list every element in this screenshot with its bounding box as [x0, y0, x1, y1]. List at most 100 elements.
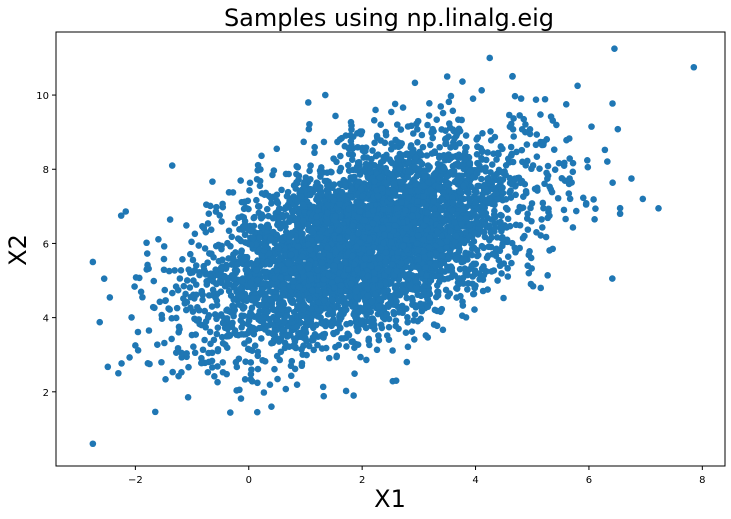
scatter-point — [278, 305, 285, 313]
scatter-point — [338, 134, 346, 142]
scatter-point — [389, 187, 397, 194]
scatter-point — [213, 315, 220, 323]
scatter-point — [491, 224, 499, 232]
scatter-point — [265, 250, 273, 257]
scatter-point — [387, 194, 394, 202]
scatter-point — [293, 381, 301, 389]
scatter-point — [391, 100, 399, 108]
scatter-point — [540, 204, 547, 212]
scatter-point — [118, 360, 125, 367]
scatter-point — [298, 253, 306, 261]
scatter-point — [337, 263, 344, 270]
scatter-point — [536, 165, 543, 172]
scatter-point — [298, 346, 305, 353]
scatter-point — [287, 372, 295, 380]
scatter-point — [491, 219, 498, 227]
scatter-point — [247, 241, 255, 249]
scatter-point — [456, 127, 464, 135]
scatter-point — [478, 148, 486, 156]
scatter-point — [561, 177, 569, 184]
scatter-point — [449, 153, 457, 161]
scatter-point — [295, 209, 302, 216]
scatter-point — [306, 246, 314, 254]
scatter-point — [532, 141, 540, 149]
scatter-point — [353, 166, 361, 174]
scatter-point — [473, 136, 480, 143]
scatter-point — [203, 277, 210, 285]
scatter-point — [187, 293, 195, 301]
scatter-point — [239, 305, 247, 312]
scatter-point — [458, 116, 465, 124]
scatter-point — [162, 297, 169, 304]
scatter-point — [404, 314, 411, 321]
scatter-point — [504, 273, 512, 280]
scatter-point — [158, 358, 165, 366]
scatter-point — [381, 272, 388, 279]
scatter-point — [451, 135, 458, 142]
scatter-point — [187, 250, 194, 258]
scatter-point — [498, 168, 505, 176]
scatter-point — [490, 150, 497, 157]
scatter-point — [195, 242, 203, 249]
scatter-point — [258, 152, 265, 160]
scatter-point — [450, 127, 458, 135]
scatter-point — [488, 161, 496, 168]
scatter-point — [317, 244, 324, 251]
scatter-point — [517, 204, 525, 212]
scatter-point — [354, 143, 361, 151]
scatter-point — [261, 326, 269, 333]
scatter-point — [405, 194, 413, 202]
scatter-point — [345, 242, 353, 249]
scatter-point — [455, 248, 463, 255]
scatter-point — [214, 324, 222, 331]
scatter-point — [287, 362, 295, 370]
scatter-point — [260, 280, 267, 287]
chart-title: Samples using np.linalg.eig — [224, 4, 554, 32]
scatter-point — [261, 296, 268, 303]
scatter-point — [554, 194, 562, 202]
scatter-point — [420, 287, 427, 295]
scatter-point — [302, 327, 309, 334]
scatter-point — [508, 239, 516, 247]
scatter-point — [471, 270, 479, 278]
scatter-point — [539, 224, 546, 231]
scatter-point — [499, 145, 506, 153]
scatter-point — [169, 368, 176, 376]
scatter-point — [198, 359, 205, 367]
scatter-point — [544, 175, 551, 183]
scatter-point — [500, 294, 507, 302]
scatter-point — [382, 179, 390, 187]
scatter-point — [447, 168, 455, 176]
scatter-point — [281, 220, 288, 227]
scatter-point — [383, 332, 391, 339]
scatter-point — [191, 267, 199, 274]
scatter-point — [466, 159, 474, 167]
scatter-point — [214, 363, 221, 370]
scatter-point — [343, 343, 350, 350]
scatter-point — [224, 239, 231, 247]
scatter-point — [476, 162, 483, 169]
scatter-point — [172, 349, 180, 356]
scatter-point — [526, 248, 533, 255]
scatter-point — [185, 363, 192, 371]
scatter-point — [503, 236, 511, 244]
scatter-point — [403, 358, 411, 366]
scatter-point — [341, 307, 349, 314]
scatter-point — [439, 196, 446, 204]
scatter-point — [297, 319, 304, 326]
scatter-point — [446, 290, 454, 297]
scatter-point — [334, 276, 341, 284]
scatter-point — [306, 167, 313, 175]
scatter-point — [402, 207, 409, 214]
scatter-point — [256, 177, 264, 185]
scatter-point — [406, 281, 414, 289]
scatter-point — [462, 228, 470, 236]
scatter-point — [550, 146, 558, 153]
scatter-point — [344, 330, 351, 338]
scatter-point — [215, 241, 222, 249]
scatter-point — [478, 265, 486, 272]
scatter-point — [448, 264, 456, 272]
scatter-point — [301, 335, 309, 343]
scatter-point — [462, 250, 469, 258]
scatter-point — [393, 267, 401, 275]
